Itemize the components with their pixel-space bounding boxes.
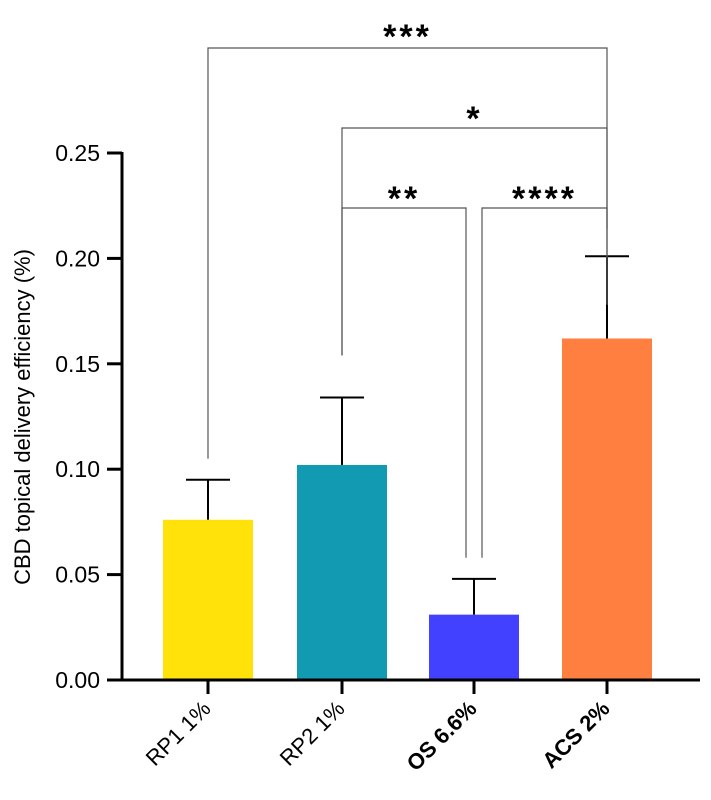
y-axis-label: CBD topical delivery efficiency (%) (10, 249, 35, 585)
significance-label: ** (388, 180, 420, 218)
significance-label: *** (383, 18, 432, 56)
x-tick-label: RP2 1% (275, 696, 350, 771)
significance-bracket (481, 207, 608, 558)
x-tick-label: OS 6.6% (402, 696, 482, 776)
significance-label: **** (512, 180, 577, 218)
significance-label: * (466, 100, 482, 138)
bar (297, 464, 387, 680)
y-tick-label: 0.00 (55, 667, 100, 693)
bar (562, 338, 652, 680)
y-tick-label: 0.05 (55, 562, 100, 588)
bar (429, 614, 519, 680)
significance-bracket (207, 47, 608, 459)
bar (163, 519, 253, 680)
significance-bracket (341, 207, 467, 558)
y-tick-label: 0.15 (55, 351, 100, 377)
y-tick-label: 0.20 (55, 245, 100, 271)
y-tick-label: 0.10 (55, 456, 100, 482)
x-tick-label: ACS 2% (537, 696, 614, 773)
significance-bracket (341, 127, 608, 356)
y-tick-label: 0.25 (55, 140, 100, 166)
x-tick-label: RP1 1% (141, 696, 216, 771)
